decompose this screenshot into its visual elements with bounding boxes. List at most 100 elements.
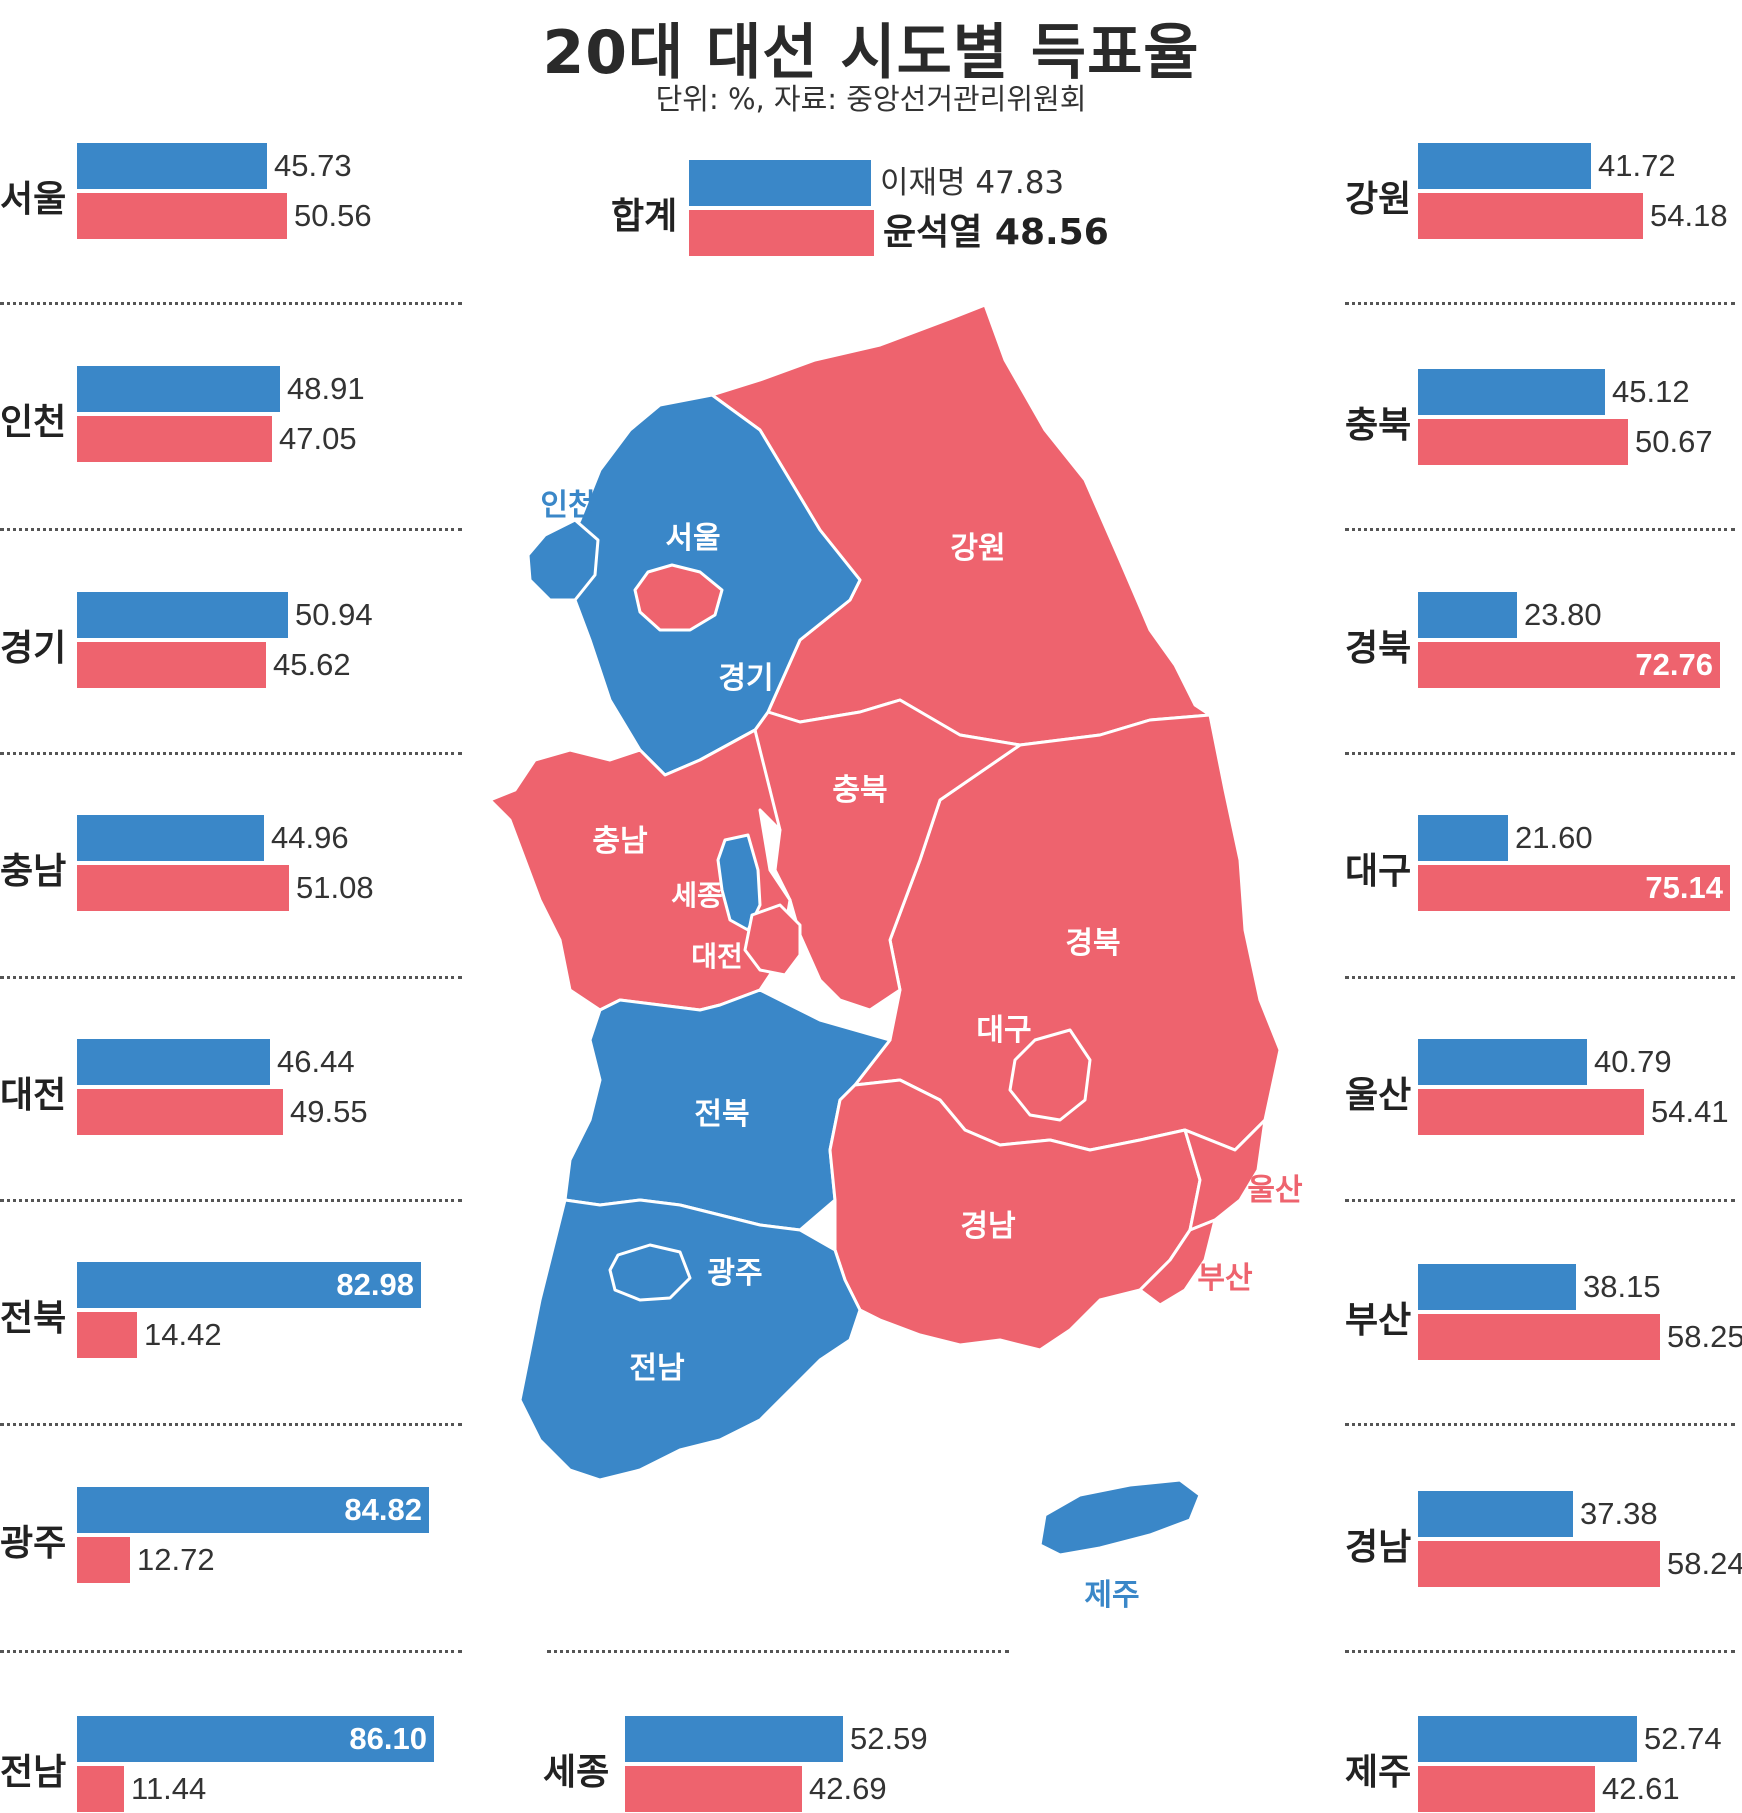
map-label: 제주 (1084, 1578, 1139, 1613)
bar-yoon (625, 1766, 802, 1812)
region-name: 전북 (0, 1298, 67, 1339)
bar-yoon (77, 1537, 130, 1583)
bar-lee (77, 143, 267, 189)
bar-value-yoon: 58.24 (1667, 1546, 1742, 1581)
separator-line (1345, 1423, 1735, 1426)
map-region-jeju (1038, 1478, 1202, 1557)
separator-line (1345, 302, 1735, 305)
bar-lee (77, 1262, 421, 1308)
bar-lee (1418, 369, 1605, 415)
separator-line (0, 528, 462, 531)
bar-yoon (1418, 865, 1730, 911)
map-label: 전북 (694, 1097, 749, 1132)
chart-title: 20대 대선 시도별 득표율 (542, 18, 1200, 88)
bar-value-yoon: 54.41 (1651, 1094, 1729, 1129)
map-region-incheon (526, 518, 600, 602)
bar-yoon (1418, 419, 1628, 465)
bar-value-yoon: 42.61 (1602, 1771, 1680, 1806)
separator-line (0, 752, 462, 755)
bar-value-yoon: 72.76 (1635, 647, 1713, 682)
map-label: 울산 (1247, 1173, 1303, 1208)
separator-line (0, 1423, 462, 1426)
region-name: 대전 (0, 1075, 67, 1116)
map-label: 충남 (592, 824, 648, 859)
bar-value-lee: 37.38 (1580, 1496, 1658, 1531)
region-name: 경남 (1345, 1527, 1412, 1568)
map-label: 인천 (540, 488, 595, 523)
map-label: 부산 (1197, 1261, 1253, 1296)
bar-value-yoon: 12.72 (137, 1542, 215, 1577)
bar-lee (1418, 143, 1591, 189)
map-region-busan (1138, 1218, 1217, 1307)
bar-yoon (77, 193, 287, 239)
bar-lee (77, 1716, 434, 1762)
map-region-gwangju (608, 1243, 692, 1302)
bar-value-lee: 48.91 (287, 371, 365, 406)
bar-lee (77, 366, 280, 412)
separator-line (0, 1199, 462, 1202)
bar-lee (1418, 1264, 1576, 1310)
bar-yoon (1418, 1541, 1660, 1587)
bar-value-lee: 45.73 (274, 148, 352, 183)
map-region-ulsan (1183, 1118, 1267, 1232)
bar-yoon (77, 1312, 137, 1358)
bar-yoon (77, 1766, 124, 1812)
total-bar-yoon (689, 210, 874, 256)
region-name: 광주 (0, 1523, 67, 1564)
bar-value-lee: 50.94 (295, 597, 373, 632)
map-label: 서울 (665, 521, 720, 556)
bar-value-lee: 23.80 (1524, 597, 1602, 632)
bar-lee (77, 1487, 429, 1533)
map-label: 경기 (718, 661, 773, 696)
map-label: 대전 (691, 940, 743, 973)
bar-yoon (1418, 193, 1643, 239)
map-region-seoul (633, 563, 724, 632)
bar-value-yoon: 58.25 (1667, 1319, 1742, 1354)
region-name: 인천 (0, 402, 67, 443)
region-name: 충북 (1345, 405, 1412, 446)
region-name: 대구 (1345, 851, 1412, 892)
bar-value-yoon: 14.42 (144, 1317, 222, 1352)
bar-yoon (1418, 642, 1720, 688)
map-region-daejeon (743, 903, 802, 977)
bar-yoon (77, 642, 266, 688)
separator-line (1345, 1199, 1735, 1202)
bar-value-lee: 38.15 (1583, 1269, 1661, 1304)
bar-value-yoon: 45.62 (273, 647, 351, 682)
map-region-daegu (1008, 1028, 1092, 1122)
region-name: 부산 (1345, 1300, 1412, 1341)
bar-lee (1418, 1716, 1637, 1762)
map-label: 충북 (832, 773, 887, 808)
bar-value-yoon: 50.56 (294, 198, 372, 233)
region-name: 충남 (0, 851, 67, 892)
bar-value-yoon: 50.67 (1635, 424, 1713, 459)
map-region-jeonnam (518, 1198, 862, 1482)
bar-value-yoon: 54.18 (1650, 198, 1728, 233)
bar-value-lee: 41.72 (1598, 148, 1676, 183)
separator-line (0, 1650, 462, 1653)
region-name: 세종 (543, 1752, 610, 1793)
separator-line (0, 302, 462, 305)
chart-subtitle: 단위: %, 자료: 중앙선거관리위원회 (655, 82, 1087, 116)
total-yoon-text: 윤석열 48.56 (883, 212, 1109, 253)
map-label: 강원 (950, 531, 1005, 566)
bar-value-lee: 45.12 (1612, 374, 1690, 409)
bar-yoon (1418, 1314, 1660, 1360)
separator-line (1345, 976, 1735, 979)
map-label: 경북 (1065, 926, 1120, 961)
bar-value-lee: 52.59 (850, 1721, 928, 1756)
map-label: 경남 (960, 1209, 1016, 1244)
bar-yoon (77, 1089, 283, 1135)
separator-line (547, 1650, 1009, 1653)
bar-lee (625, 1716, 843, 1762)
separator-line (1345, 752, 1735, 755)
bar-value-lee: 82.98 (336, 1267, 414, 1302)
region-name: 경북 (1345, 628, 1412, 669)
total-label: 합계 (611, 196, 678, 237)
region-name: 전남 (0, 1752, 67, 1793)
separator-line (1345, 528, 1735, 531)
bar-value-lee: 44.96 (271, 820, 349, 855)
map-label: 광주 (707, 1256, 762, 1291)
